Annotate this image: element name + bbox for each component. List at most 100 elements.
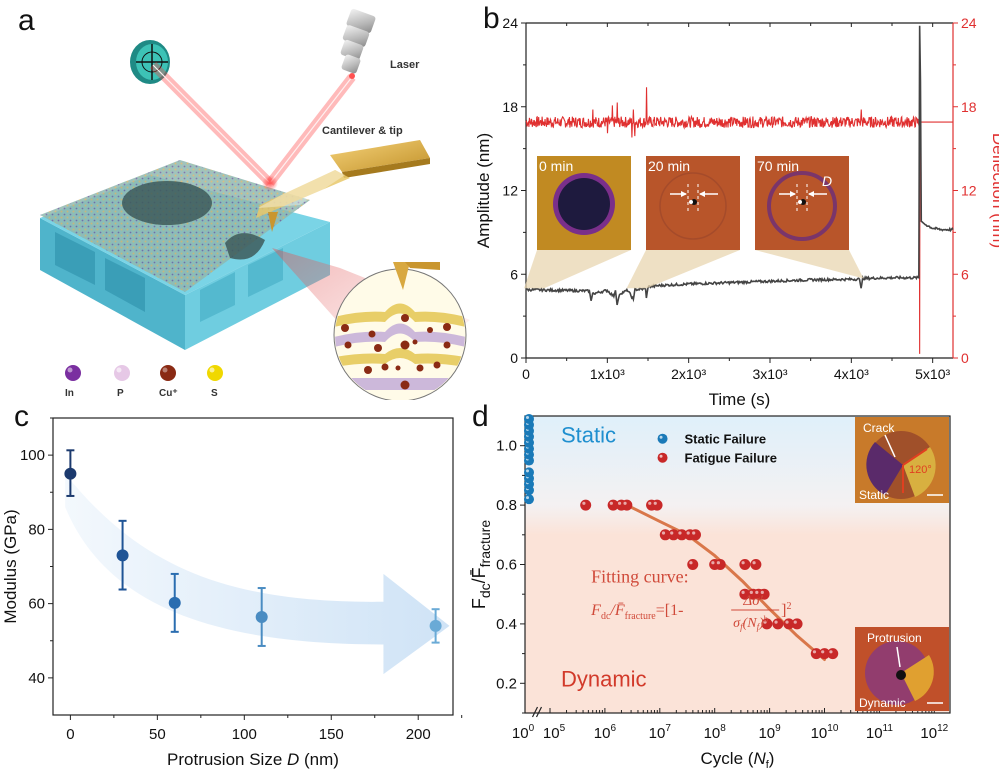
- y-tick-label: 0.2: [496, 675, 517, 692]
- y-tick-label: 18: [502, 99, 518, 115]
- x-tick-label: 0: [522, 366, 530, 382]
- x-axis-label: Protrusion Size D (nm): [167, 750, 339, 769]
- arrowhead-right: [699, 191, 705, 197]
- angle-arrow-1: [902, 448, 928, 466]
- afm-inset-1: 20 min: [626, 156, 740, 289]
- fatigue-failure-point: [783, 618, 795, 630]
- marker-highlight: [609, 501, 613, 505]
- fatigue-failure-point: [819, 648, 830, 660]
- fatigue-failure-point: [687, 559, 699, 570]
- y-tick-label: 100: [20, 447, 45, 464]
- y-axis-label: Amplitude (nm): [474, 133, 493, 248]
- x-tick-label: 1x10³: [590, 366, 625, 382]
- cantilever-label: Cantilever & tip: [322, 125, 403, 137]
- inset-zoom-cone: [524, 250, 631, 289]
- equation-tail: ]2: [781, 601, 791, 619]
- x-tick-label: 3x10³: [752, 366, 787, 382]
- marker-highlight: [760, 590, 764, 594]
- x-tick-label: 106: [594, 723, 617, 742]
- deflection-trace: [525, 78, 953, 354]
- marker-highlight: [526, 415, 529, 419]
- y-axis-label: Modulus (GPa): [1, 509, 20, 623]
- marker: [714, 559, 726, 570]
- protrusion-highlight: [689, 200, 693, 204]
- marker-highlight: [617, 501, 622, 505]
- fatigue-failure-point: [651, 499, 663, 511]
- marker-highlight: [689, 561, 693, 565]
- marker-highlight: [785, 620, 789, 624]
- marker-highlight: [678, 531, 682, 535]
- marker-highlight: [648, 501, 652, 505]
- y-tick-label: 0.4: [496, 616, 517, 633]
- fatigue-failure-point: [791, 618, 803, 630]
- x-tick-label: 50: [149, 726, 166, 743]
- marker-highlight: [653, 501, 657, 505]
- marker: [64, 467, 77, 480]
- region-label-dynamic: Dynamic: [561, 666, 647, 691]
- inset-dynamic-protrusion: Protrusion Dynamic: [855, 627, 949, 711]
- protrusion-arrow: [896, 646, 901, 668]
- chart-c-modulus: 0 50 100 150 200 40 60 80 100 Protrusion Size D (…: [1, 417, 463, 769]
- data-point: [429, 608, 442, 644]
- inset-label-dynamic: Dynamic: [859, 696, 906, 710]
- arrowhead-left: [790, 191, 796, 197]
- legend-marker: [657, 433, 668, 444]
- marker-highlight: [812, 650, 817, 654]
- x-tick-label: 0: [66, 726, 74, 743]
- x-tick-label: 2x10³: [671, 366, 706, 382]
- marker-highlight: [686, 531, 690, 535]
- svg-text:In: In: [65, 388, 74, 399]
- marker-highlight: [752, 561, 756, 565]
- x-tick-label: 105: [543, 723, 566, 742]
- legend-item-cu: Cu⁺: [159, 365, 178, 399]
- inset-time-label: 70 min: [757, 158, 799, 174]
- legend-item: Fatigue Failure: [657, 451, 777, 466]
- fatigue-failure-point: [827, 648, 839, 660]
- y2-tick-label: 24: [961, 15, 977, 31]
- marker-highlight: [741, 561, 745, 565]
- y-axis-label: Fdc/F̄fracture: [469, 520, 493, 609]
- lattice-membrane: [40, 160, 310, 292]
- marker-highlight: [793, 620, 797, 624]
- data-point: [168, 572, 181, 633]
- x-tick-label: 4x10³: [834, 366, 869, 382]
- crack-region-dark: [866, 442, 903, 495]
- membrane-ring: [659, 172, 727, 240]
- y-tick-label: 80: [28, 521, 45, 538]
- axis-break-mark: [531, 706, 539, 718]
- axis-break-mark: [535, 706, 543, 718]
- fatigue-failure-point: [758, 588, 770, 600]
- inset-time-label: 0 min: [539, 158, 573, 174]
- crack-arrow: [884, 434, 896, 458]
- y-tick-label: 60: [28, 596, 45, 613]
- inset-zoom-cone: [626, 250, 740, 289]
- legend-marker-highlight: [659, 454, 663, 458]
- x-tick-label: 100: [232, 726, 257, 743]
- marker-highlight: [526, 496, 529, 500]
- y2-tick-label: 0: [961, 350, 969, 366]
- element-legend: In P Cu⁺ S: [65, 365, 223, 399]
- marker-highlight: [711, 561, 715, 565]
- marker: [524, 494, 534, 505]
- inset-label-static: Static: [859, 488, 889, 502]
- panel-label-a: a: [18, 4, 35, 37]
- inset-zoom-cone: [755, 250, 864, 279]
- afm-hole: [558, 178, 610, 230]
- data-point: [255, 587, 268, 647]
- fatigue-failure-point: [689, 529, 701, 541]
- marker-highlight: [774, 620, 778, 624]
- panel-label-b: b: [483, 2, 500, 35]
- marker: [116, 549, 129, 562]
- legend-item-in: In: [65, 365, 81, 399]
- x-tick-label: 108: [704, 723, 727, 742]
- fatigue-failure-point: [668, 529, 680, 541]
- y2-axis-label: Deflection (nm): [989, 133, 999, 248]
- x-axis-label: Cycle (Nf): [701, 749, 775, 770]
- fatigue-failure-point: [772, 618, 784, 630]
- marker: [255, 610, 268, 623]
- panel-label-d: d: [472, 400, 489, 433]
- crack-region-light: [903, 447, 936, 497]
- marker-highlight: [582, 501, 586, 505]
- laser-label: Laser: [390, 59, 420, 71]
